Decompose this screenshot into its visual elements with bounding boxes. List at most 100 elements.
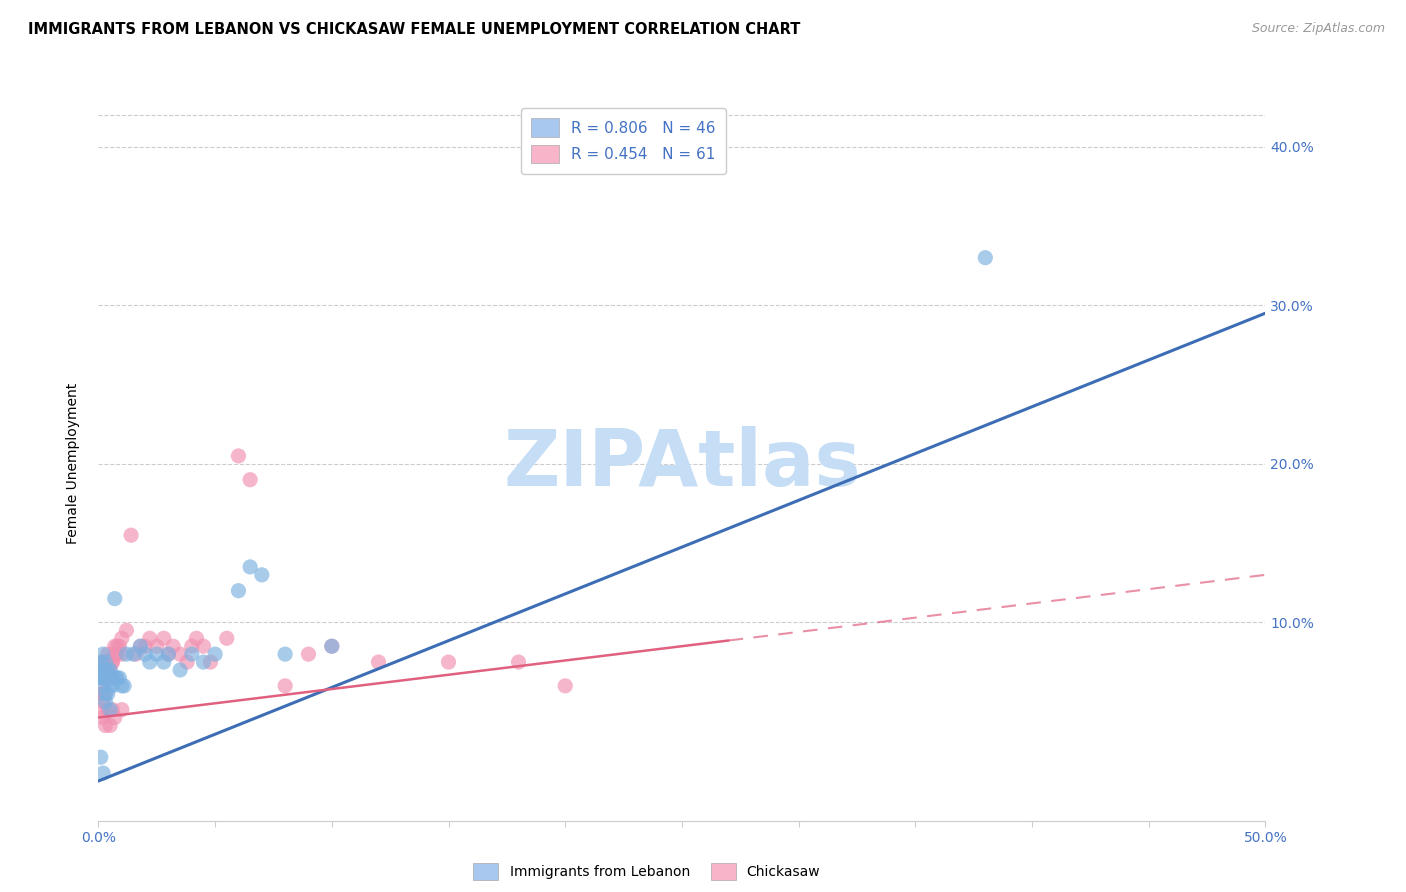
Point xyxy=(98,671,121,685)
Point xyxy=(186,632,208,646)
Point xyxy=(139,655,162,669)
Point xyxy=(97,687,120,701)
Text: Source: ZipAtlas.com: Source: ZipAtlas.com xyxy=(1251,22,1385,36)
Point xyxy=(104,591,127,606)
Point xyxy=(321,639,343,653)
Point xyxy=(91,695,114,709)
Point xyxy=(98,679,121,693)
Point xyxy=(94,687,117,701)
Point xyxy=(152,632,174,646)
Point xyxy=(297,647,319,661)
Point xyxy=(437,655,460,669)
Point xyxy=(104,639,127,653)
Point xyxy=(104,647,127,661)
Point xyxy=(239,560,262,574)
Point xyxy=(200,655,222,669)
Point xyxy=(91,671,114,685)
Point xyxy=(94,695,117,709)
Point xyxy=(274,647,297,661)
Point xyxy=(169,647,191,661)
Point xyxy=(129,639,152,653)
Point xyxy=(508,655,530,669)
Point xyxy=(97,663,120,677)
Point xyxy=(111,679,134,693)
Point xyxy=(90,663,112,677)
Point xyxy=(105,647,128,661)
Point xyxy=(91,679,114,693)
Point xyxy=(90,655,112,669)
Point xyxy=(97,663,120,677)
Point xyxy=(105,671,128,685)
Point xyxy=(115,624,138,638)
Point xyxy=(157,647,180,661)
Point xyxy=(112,679,135,693)
Y-axis label: Female Unemployment: Female Unemployment xyxy=(66,384,80,544)
Point xyxy=(91,663,114,677)
Point xyxy=(94,655,117,669)
Point xyxy=(94,663,117,677)
Point xyxy=(120,528,142,542)
Point xyxy=(90,671,112,685)
Point xyxy=(101,703,124,717)
Point xyxy=(974,251,997,265)
Point xyxy=(111,703,134,717)
Point xyxy=(98,718,121,732)
Point xyxy=(101,671,124,685)
Point xyxy=(94,687,117,701)
Point xyxy=(180,647,202,661)
Point xyxy=(134,639,156,653)
Point xyxy=(90,750,112,764)
Point xyxy=(97,671,120,685)
Point xyxy=(193,655,215,669)
Point xyxy=(250,567,273,582)
Point xyxy=(152,655,174,669)
Point xyxy=(204,647,226,661)
Point xyxy=(101,655,124,669)
Point xyxy=(239,473,262,487)
Point xyxy=(321,639,343,653)
Point xyxy=(98,663,121,677)
Point xyxy=(101,655,124,669)
Point xyxy=(94,671,117,685)
Point xyxy=(101,679,124,693)
Point xyxy=(176,655,198,669)
Point xyxy=(91,687,114,701)
Point xyxy=(94,655,117,669)
Point xyxy=(215,632,238,646)
Point xyxy=(180,639,202,653)
Point xyxy=(91,710,114,724)
Point xyxy=(91,671,114,685)
Point xyxy=(97,647,120,661)
Point xyxy=(94,671,117,685)
Point xyxy=(91,655,114,669)
Point xyxy=(115,647,138,661)
Point xyxy=(91,663,114,677)
Point xyxy=(157,647,180,661)
Point xyxy=(139,632,162,646)
Point xyxy=(104,710,127,724)
Point xyxy=(169,663,191,677)
Point xyxy=(90,671,112,685)
Point xyxy=(122,647,145,661)
Point xyxy=(101,671,124,685)
Point xyxy=(97,703,120,717)
Point xyxy=(91,766,114,780)
Point xyxy=(146,647,169,661)
Point xyxy=(125,647,148,661)
Point xyxy=(554,679,576,693)
Point xyxy=(108,671,131,685)
Text: ZIPAtlas: ZIPAtlas xyxy=(503,425,860,502)
Point xyxy=(104,671,127,685)
Point xyxy=(94,663,117,677)
Point xyxy=(105,639,128,653)
Point xyxy=(108,639,131,653)
Point xyxy=(274,679,297,693)
Point xyxy=(228,583,250,598)
Point xyxy=(111,632,134,646)
Point xyxy=(94,718,117,732)
Point xyxy=(129,639,152,653)
Point xyxy=(193,639,215,653)
Point xyxy=(228,449,250,463)
Point xyxy=(90,687,112,701)
Point xyxy=(91,647,114,661)
